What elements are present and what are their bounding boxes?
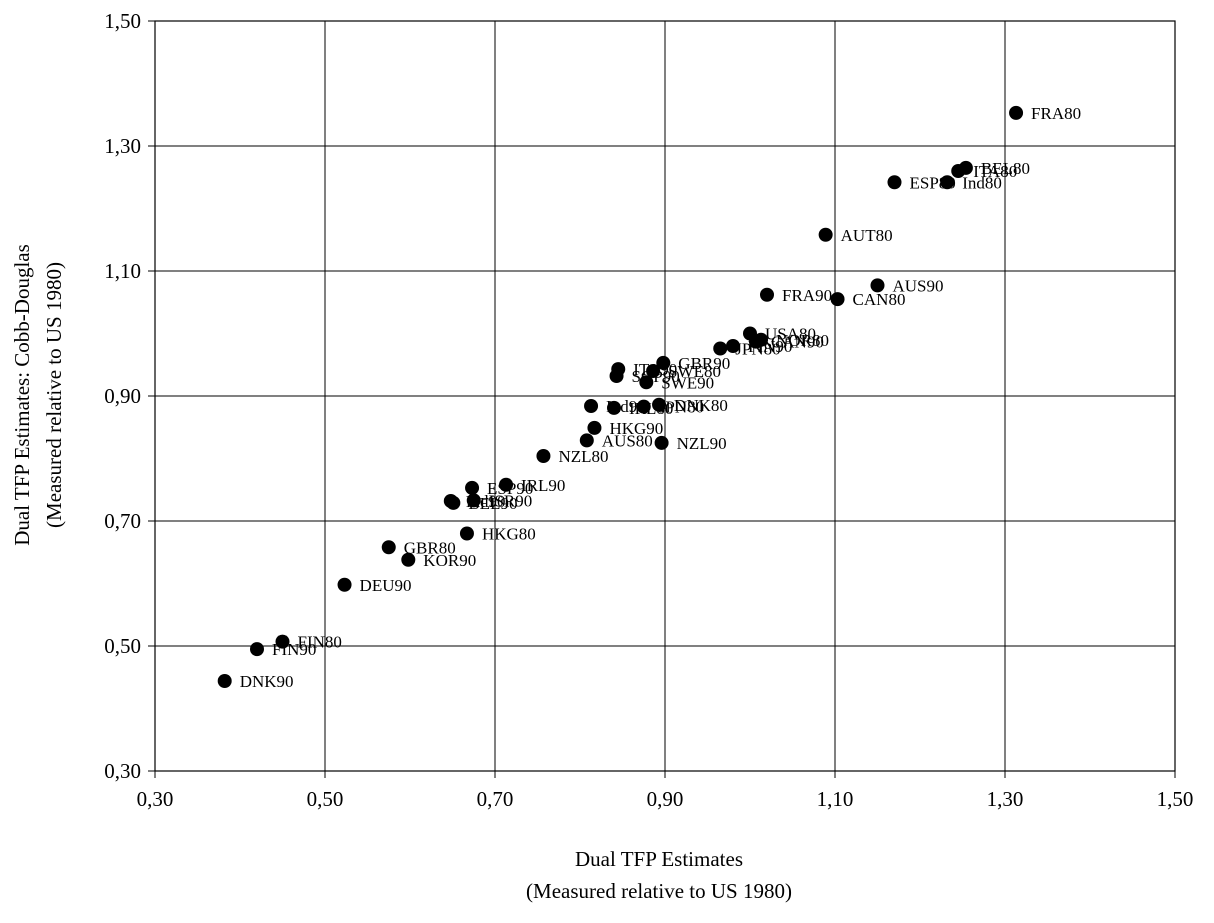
point-label: CAN90 [771, 333, 824, 352]
point-label: BEL90 [468, 494, 517, 513]
data-point [636, 399, 651, 414]
point-label: USA80 [765, 325, 816, 344]
y-tick-label: 0,90 [104, 384, 141, 408]
point-label: CAN80 [853, 290, 906, 309]
point-label: FIN80 [298, 633, 342, 652]
point-label: ESP90 [487, 479, 533, 498]
point-label: IRL80 [629, 399, 673, 418]
data-point [401, 552, 416, 567]
point-label: ISR90 [489, 491, 532, 510]
data-point [381, 540, 396, 555]
x-axis-title-line1: Dual TFP Estimates [575, 847, 743, 871]
data-point [646, 364, 661, 378]
data-point [499, 477, 514, 492]
data-point [940, 175, 955, 190]
data-point [275, 634, 290, 649]
point-label: HKG90 [609, 419, 663, 438]
data-point [587, 420, 602, 435]
point-label: AUT80 [841, 226, 893, 245]
data-point [887, 175, 902, 190]
point-label: NZL90 [677, 434, 727, 453]
data-point [951, 164, 966, 178]
y-tick-label: 1,10 [104, 259, 141, 283]
data-point [459, 526, 474, 541]
point-label: SGP90 [632, 367, 680, 386]
data-point [652, 397, 667, 412]
data-point [337, 577, 352, 592]
point-label: ITA90 [633, 360, 677, 379]
point-label: DNK80 [674, 396, 728, 415]
point-label: DEU90 [360, 576, 412, 595]
y-tick-label: 0,30 [104, 759, 141, 783]
point-label: AUS90 [893, 276, 944, 295]
data-point [818, 227, 833, 242]
data-point [726, 339, 740, 353]
x-tick-label: 1,30 [987, 787, 1024, 811]
data-points [217, 105, 1024, 688]
point-label: KOR90 [423, 551, 476, 570]
point-label: GBR80 [404, 538, 456, 557]
data-point [536, 449, 551, 463]
point-label: GBR90 [678, 354, 730, 373]
x-tick-label: 0,50 [307, 787, 344, 811]
data-point [713, 341, 728, 356]
point-label: Ind90 [606, 397, 646, 416]
y-axis-title-line1: Dual TFP Estimates: Cobb-Douglas [10, 244, 34, 546]
data-point [446, 495, 461, 510]
x-tick-label: 0,30 [137, 787, 174, 811]
data-point [584, 399, 599, 413]
data-point [870, 278, 885, 293]
data-point [830, 292, 845, 307]
x-tick-label: 0,70 [477, 787, 514, 811]
point-label: Ind80 [962, 173, 1002, 192]
y-tick-label: 1,50 [104, 9, 141, 33]
point-label: HKG80 [482, 525, 536, 544]
point-label: ITA80 [973, 162, 1017, 181]
data-point [579, 433, 594, 448]
point-label: SWE90 [661, 373, 714, 392]
data-point [1009, 105, 1024, 120]
data-point [609, 369, 624, 383]
x-tick-label: 1,10 [817, 787, 854, 811]
x-tick-label: 1,50 [1157, 787, 1194, 811]
point-label: ESP80 [910, 173, 956, 192]
point-label: AUS80 [602, 431, 653, 450]
data-point [748, 334, 763, 349]
data-point [639, 375, 654, 390]
x-axis-title-line2: (Measured relative to US 1980) [526, 879, 792, 903]
point-label: NZL80 [558, 447, 608, 466]
point-label: FIN90 [272, 640, 316, 659]
point-label: FRA80 [1031, 104, 1081, 123]
point-label: JPN80 [659, 398, 704, 417]
x-tick-label: 0,90 [647, 787, 684, 811]
point-label: JPN80 [735, 340, 780, 359]
point-label: Ind90 [466, 492, 506, 511]
data-point [760, 287, 774, 302]
point-label: FIN90 [748, 337, 792, 356]
data-point [654, 435, 669, 450]
y-axis-title-line2: (Measured relative to US 1980) [42, 262, 66, 528]
point-label: SWE80 [668, 362, 721, 381]
data-point [466, 493, 481, 508]
point-label: IRL90 [521, 476, 565, 495]
y-tick-label: 0,50 [104, 634, 141, 658]
point-label: BEL80 [981, 159, 1030, 178]
point-label: FRA90 [782, 286, 832, 305]
point-label: NOR80 [776, 331, 829, 350]
axis-ticks: 0,30 0,50 0,70 0,90 1,10 1,30 1,50 0,30 0,50 0,70… [104, 9, 1193, 811]
data-point [656, 355, 671, 370]
data-point [250, 642, 264, 657]
data-point [607, 400, 621, 415]
data-point [217, 674, 232, 688]
point-label: DNK90 [240, 672, 294, 691]
y-tick-label: 0,70 [104, 509, 141, 533]
y-tick-label: 1,30 [104, 134, 141, 158]
data-point [465, 480, 480, 495]
